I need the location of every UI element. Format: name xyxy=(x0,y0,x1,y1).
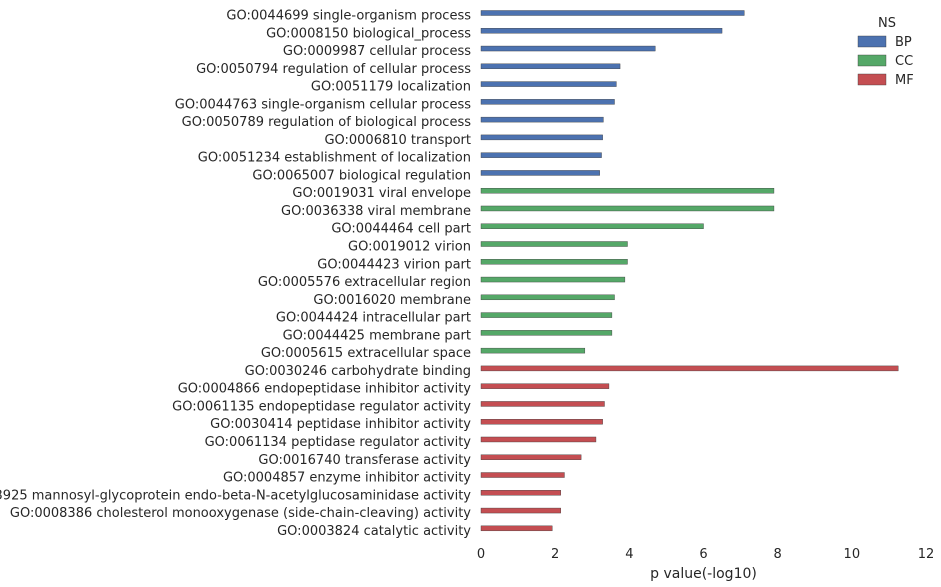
legend-swatch-mf xyxy=(857,73,887,86)
bar-cc xyxy=(480,205,775,212)
bar-cc xyxy=(480,187,775,194)
category-label: GO:0044424 intracellular part xyxy=(276,311,471,326)
legend-label-cc: CC xyxy=(895,54,913,69)
bar-bp xyxy=(480,81,617,87)
bar-bp xyxy=(480,99,615,105)
category-label: GO:0051234 establishment of localization xyxy=(198,151,471,166)
bar-cc xyxy=(480,347,586,354)
category-label: GO:0030246 carbohydrate binding xyxy=(245,364,471,379)
bar-cc xyxy=(480,276,626,283)
bar-bp xyxy=(480,28,723,34)
legend-swatch-bp xyxy=(857,35,887,48)
category-label: GO:0019031 viral envelope xyxy=(292,186,471,201)
category-label: GO:0050794 regulation of cellular proces… xyxy=(196,62,471,77)
legend-title: NS xyxy=(878,16,896,31)
bar-cc xyxy=(480,223,704,229)
bar-mf xyxy=(480,472,565,478)
legend-swatch-cc xyxy=(857,54,887,67)
bar-bp xyxy=(480,134,603,141)
category-label: GO:0008386 cholesterol monooxygenase (si… xyxy=(10,506,471,521)
bar-mf xyxy=(480,383,610,389)
legend-label-mf: MF xyxy=(895,73,914,88)
category-label: GO:0044425 membrane part xyxy=(283,328,471,343)
x-axis-label: p value(-log10) xyxy=(650,566,757,582)
bar-bp xyxy=(480,170,600,176)
category-label: GO:0004866 endopeptidase inhibitor activ… xyxy=(178,382,472,397)
bar-cc xyxy=(480,330,613,336)
bar-mf xyxy=(480,525,553,532)
category-label: GO:0016740 transferase activity xyxy=(258,453,471,468)
bar-mf xyxy=(480,436,597,443)
category-label: GO:0006810 transport xyxy=(324,133,471,148)
bar-bp xyxy=(480,152,602,158)
bar-bp xyxy=(480,63,621,70)
bar-mf xyxy=(480,507,561,514)
category-label: GO:0005615 extracellular space xyxy=(261,346,471,361)
category-label: GO:0008150 biological_process xyxy=(266,26,471,41)
x-tick-label: 6 xyxy=(699,547,707,562)
category-label: GO:0065007 biological regulation xyxy=(252,168,471,183)
bar-mf xyxy=(480,454,582,460)
bar-cc xyxy=(480,259,628,265)
x-tick-label: 8 xyxy=(774,547,782,562)
category-label: GO:0051179 localization xyxy=(311,80,471,95)
category-label: GO:0044763 single-organism cellular proc… xyxy=(175,97,471,112)
bar-cc xyxy=(480,294,615,301)
category-label: GO:0016020 membrane xyxy=(313,293,471,308)
bar-cc xyxy=(480,241,628,247)
bar-mf xyxy=(480,419,603,425)
bar-bp xyxy=(480,116,604,123)
bar-mf xyxy=(480,401,605,407)
category-label: GO:0033925 mannosyl-glycoprotein endo-be… xyxy=(0,488,471,503)
category-label: GO:0030414 peptidase inhibitor activity xyxy=(210,417,471,432)
category-label: GO:0044464 cell part xyxy=(331,222,471,237)
category-label: GO:0009987 cellular process xyxy=(283,44,471,59)
bar-cc xyxy=(480,312,613,318)
legend-label-bp: BP xyxy=(895,35,912,50)
bar-mf xyxy=(480,365,899,372)
category-label: GO:0061134 peptidase regulator activity xyxy=(205,435,472,450)
category-label: GO:0050789 regulation of biological proc… xyxy=(182,115,472,130)
x-tick-label: 0 xyxy=(477,547,485,562)
x-tick-label: 2 xyxy=(551,547,559,562)
category-label: GO:0003824 catalytic activity xyxy=(277,524,471,539)
category-label: GO:0044423 virion part xyxy=(317,257,471,272)
bar-mf xyxy=(480,490,561,496)
category-label: GO:0005576 extracellular region xyxy=(258,275,471,290)
x-tick-label: 12 xyxy=(918,547,935,562)
category-label: GO:0004857 enzyme inhibitor activity xyxy=(223,471,471,486)
x-tick-label: 4 xyxy=(625,547,633,562)
category-label: GO:0019012 virion xyxy=(348,240,471,255)
bar-bp xyxy=(480,10,745,16)
bar-bp xyxy=(480,45,656,52)
category-label: GO:0036338 viral membrane xyxy=(281,204,471,219)
category-label: GO:0044699 single-organism process xyxy=(226,9,471,24)
x-tick-label: 10 xyxy=(844,547,861,562)
category-label: GO:0061135 endopeptidase regulator activ… xyxy=(172,399,471,414)
